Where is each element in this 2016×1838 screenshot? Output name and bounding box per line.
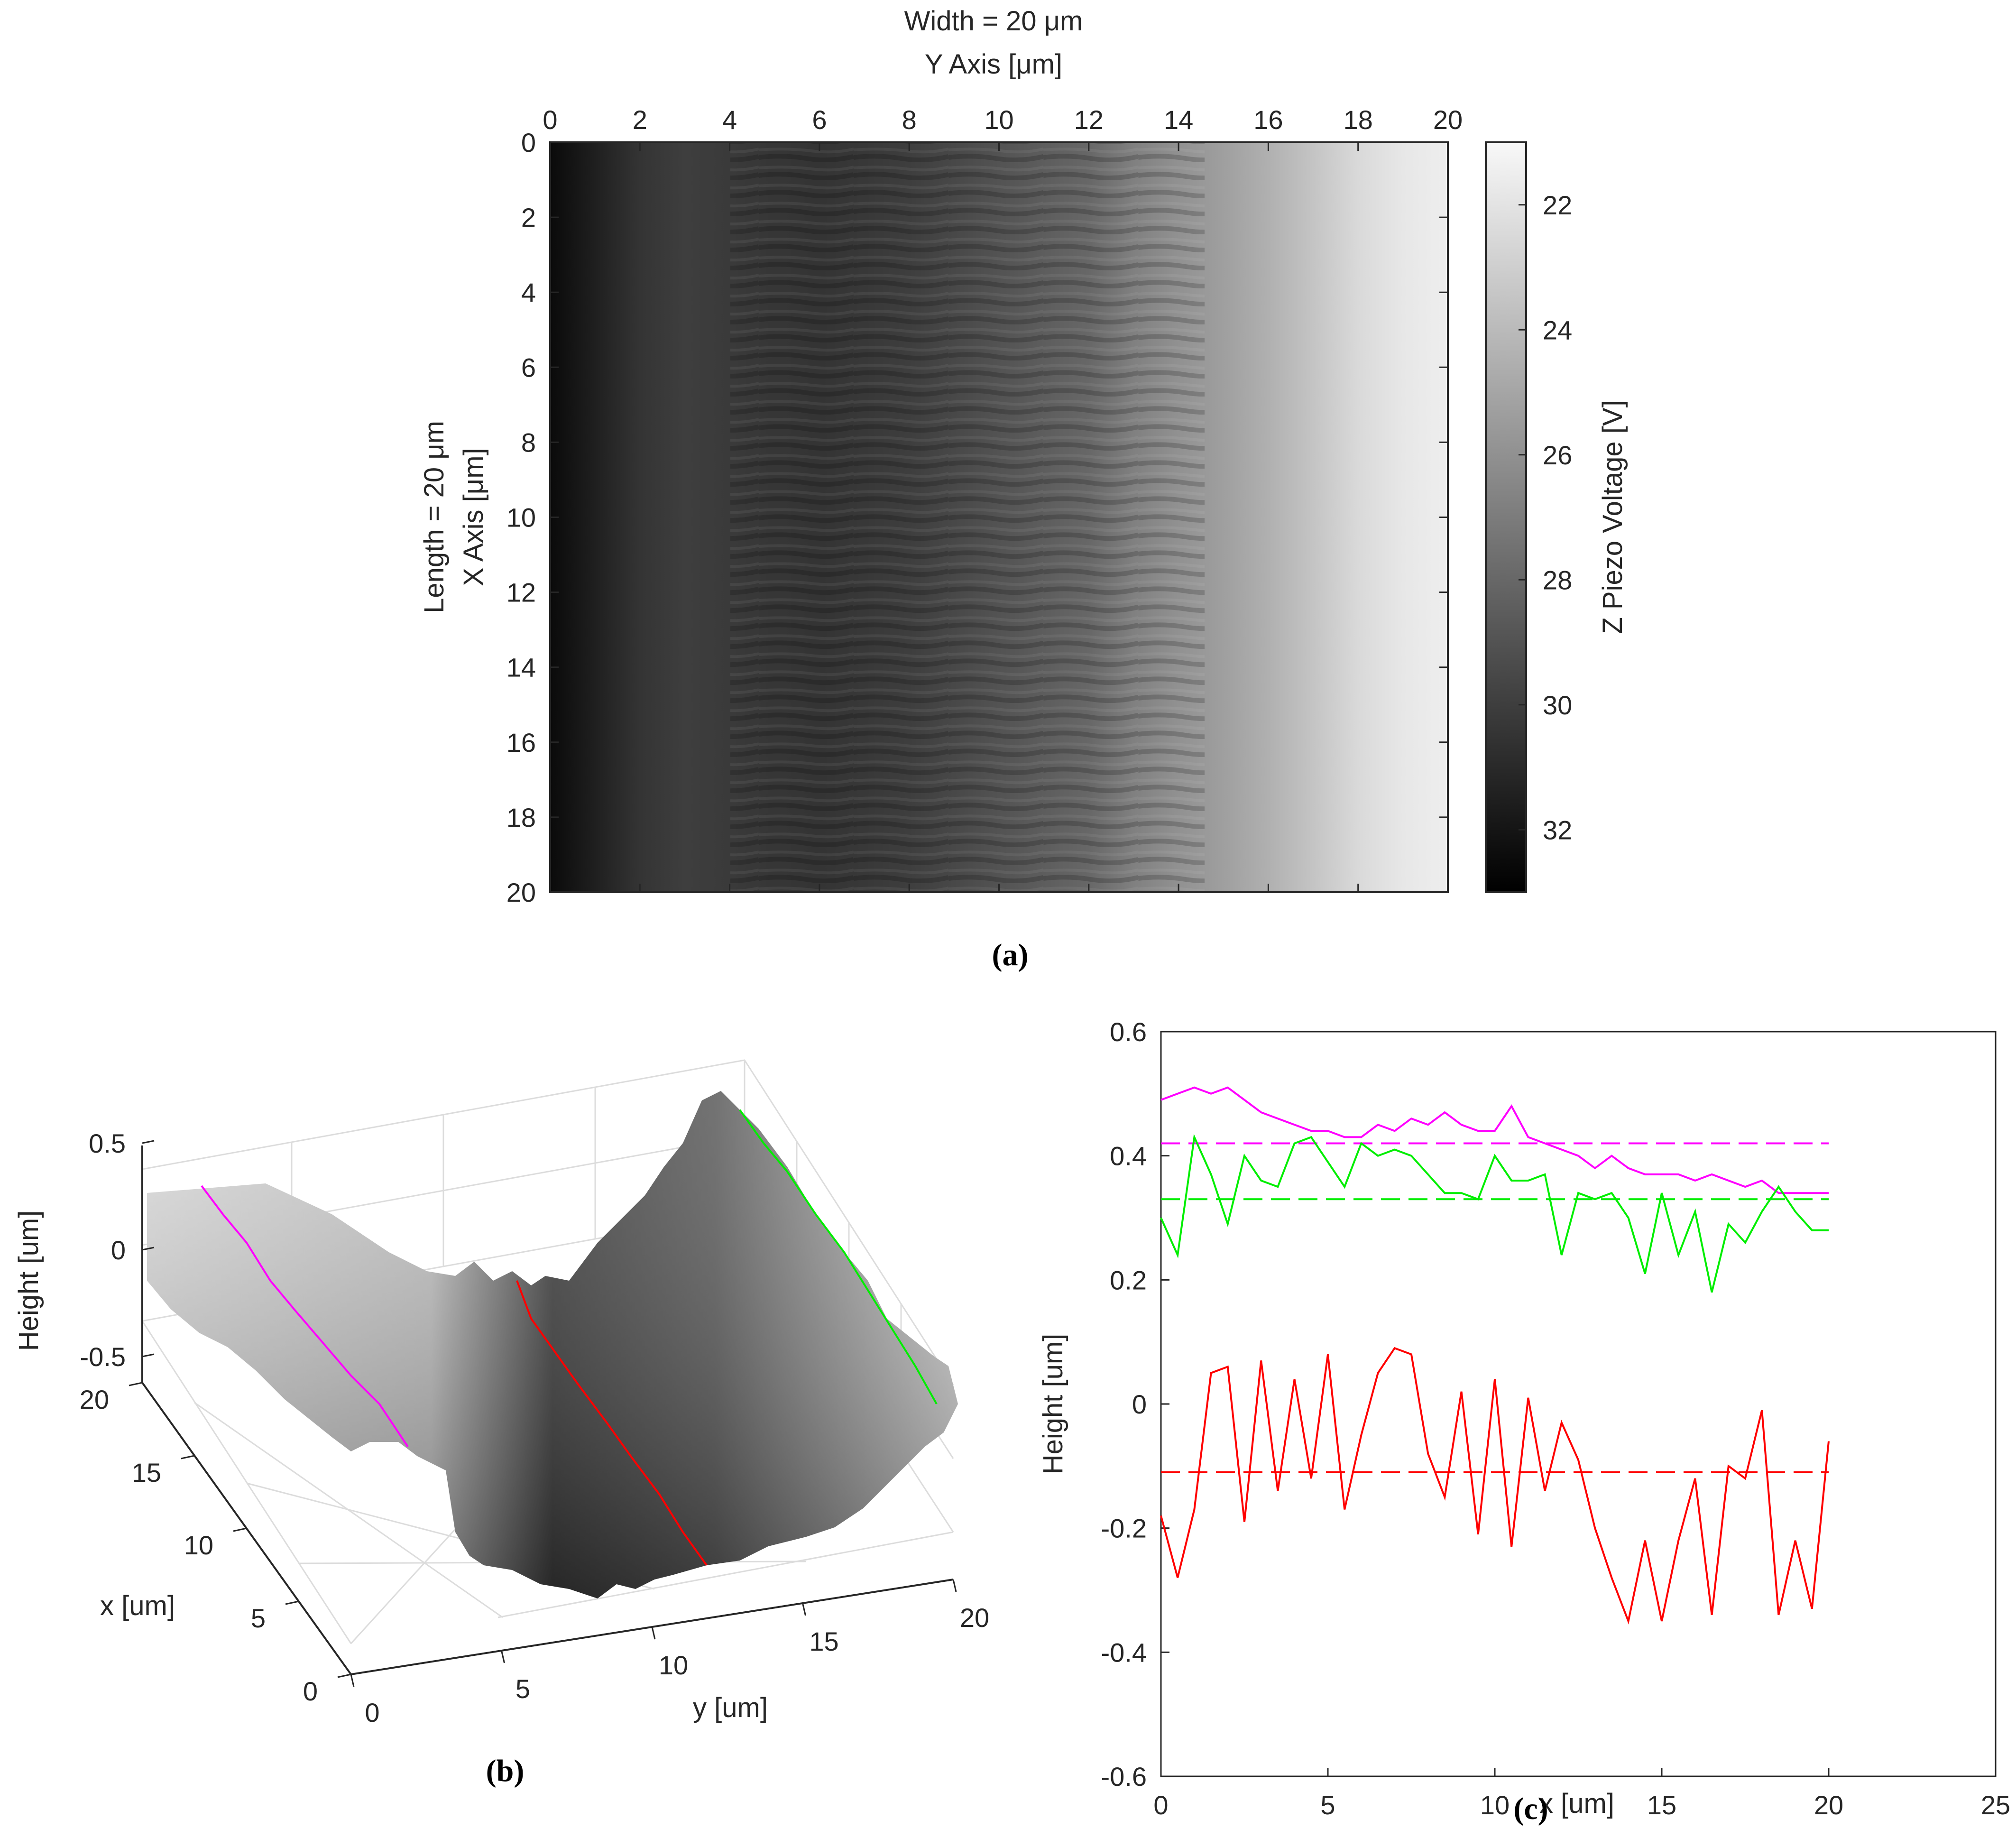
b-ytick (350, 1674, 355, 1687)
cb-tick-label: 24 (1543, 315, 1572, 345)
b-ytick-label: 15 (809, 1626, 838, 1656)
b-ztick-label: 0.5 (89, 1128, 126, 1158)
a-xtick-label: 20 (1433, 105, 1463, 135)
panel-b-zlabel: Height [um] (13, 1210, 44, 1351)
b-ztick (142, 1247, 155, 1251)
surface-profile-red (516, 1280, 708, 1566)
panel-b-surface: 0.5 0 -0.5 20 15 10 5 0 0 5 10 15 20 Height [um] x [… (13, 1059, 989, 1788)
surface-profile-magenta (201, 1185, 409, 1448)
c-xtick-label: 20 (1814, 1790, 1843, 1820)
series-line-green (1160, 1134, 1829, 1293)
c-xtick-label: 5 (1320, 1790, 1335, 1820)
series-line-red (1160, 1347, 1830, 1625)
a-ytick-label: 10 (506, 503, 536, 533)
b-ztick (142, 1353, 155, 1358)
a-xtick-label: 14 (1164, 105, 1193, 135)
c-ytick-label: -0.6 (1101, 1762, 1147, 1792)
surface-profile-green (739, 1109, 938, 1404)
b-ytick-label: 10 (659, 1650, 688, 1680)
b-ztick-label: 0 (111, 1235, 126, 1265)
a-ytick-label: 4 (521, 277, 536, 307)
b-xtick-label: 0 (303, 1676, 318, 1706)
cb-tick-label: 30 (1543, 690, 1572, 720)
b-ytick-label: 0 (365, 1698, 379, 1727)
a-xtick-label: 12 (1074, 105, 1104, 135)
a-xtick-label: 0 (543, 105, 557, 135)
a-xtick-label: 2 (633, 105, 647, 135)
b-xtick-label: 5 (251, 1603, 266, 1633)
b-xtick-label: 15 (132, 1458, 161, 1487)
b-ytick (651, 1626, 656, 1640)
c-ytick-label: -0.2 (1101, 1514, 1147, 1543)
c-ytick-label: 0.2 (1110, 1265, 1147, 1295)
a-xtick-label: 16 (1253, 105, 1283, 135)
c-ytick-label: 0 (1132, 1389, 1147, 1419)
c-xtick-label: 10 (1480, 1790, 1510, 1820)
panel-a-title-line1: Width = 20 μm (904, 6, 1083, 37)
b-xtick (337, 1673, 351, 1678)
panel-b-caption: (b) (486, 1754, 525, 1788)
cb-tick-label: 22 (1543, 190, 1572, 220)
heatmap-texture (730, 142, 1205, 892)
panel-b-xlabel: x [um] (100, 1590, 175, 1621)
b-xtick (285, 1600, 299, 1605)
b-xtick (129, 1382, 143, 1386)
c-xtick-label: 15 (1647, 1790, 1676, 1820)
panel-c-ylabel: Height [um] (1038, 1334, 1068, 1475)
colorbar (1485, 141, 1527, 893)
b-ytick-label: 5 (516, 1674, 530, 1704)
panel-c-xlabel: x [um] (1539, 1788, 1614, 1819)
panel-c-caption: (c) (1513, 1792, 1548, 1826)
series-line-magenta (1160, 1086, 1829, 1194)
a-ytick-label: 6 (521, 352, 536, 382)
c-xtick-label: 25 (1981, 1790, 2010, 1820)
b-ztick-label: -0.5 (80, 1342, 126, 1372)
colorbar-label: Z Piezo Voltage [V] (1597, 400, 1628, 634)
cb-tick-label: 32 (1543, 815, 1572, 845)
cb-tick-label: 26 (1543, 440, 1572, 470)
c-ytick-label: 0.4 (1110, 1141, 1147, 1171)
b-ztick (142, 1140, 155, 1144)
a-ytick-label: 0 (521, 128, 536, 157)
a-xtick-label: 10 (984, 105, 1013, 135)
a-ytick-label: 12 (506, 578, 536, 608)
cb-tick-label: 28 (1543, 565, 1572, 595)
a-xtick-label: 8 (902, 105, 917, 135)
a-ytick-label: 18 (506, 803, 536, 832)
a-xtick-label: 4 (722, 105, 737, 135)
a-ytick-label: 16 (506, 728, 536, 757)
panel-b-ylabel: y [um] (693, 1692, 768, 1723)
b-xtick (233, 1527, 247, 1532)
b-xtick-label: 20 (80, 1385, 109, 1414)
panel-a-ylabel-line1: Length = 20 μm (419, 421, 450, 613)
a-xtick-label: 6 (812, 105, 827, 135)
b-ytick-label: 20 (960, 1603, 989, 1633)
b-xtick (181, 1455, 195, 1459)
a-ytick-label: 8 (521, 427, 536, 457)
panel-c-profiles: 0 5 10 15 20 250.60.40.20-0.2-0.4-0.6 x [um] … (1038, 1017, 2010, 1826)
a-ytick-label: 20 (506, 877, 536, 907)
b-xtick-label: 10 (184, 1530, 213, 1560)
surface-shading (147, 1091, 958, 1598)
a-xtick-label: 18 (1344, 105, 1373, 135)
c-xtick-label: 0 (1153, 1790, 1168, 1820)
panel-a-title-line2: Y Axis [μm] (925, 49, 1062, 80)
panel-a-ylabel-line2: X Axis [μm] (458, 448, 489, 586)
c-ytick-label: 0.6 (1110, 1017, 1147, 1047)
a-ytick-label: 2 (521, 203, 536, 232)
b-ytick (952, 1579, 957, 1592)
c-ytick-label: -0.4 (1101, 1637, 1147, 1667)
panel-a-caption: (a) (992, 938, 1029, 972)
a-ytick-label: 14 (506, 653, 536, 683)
b-ytick (802, 1603, 806, 1616)
b-ytick (501, 1650, 505, 1663)
